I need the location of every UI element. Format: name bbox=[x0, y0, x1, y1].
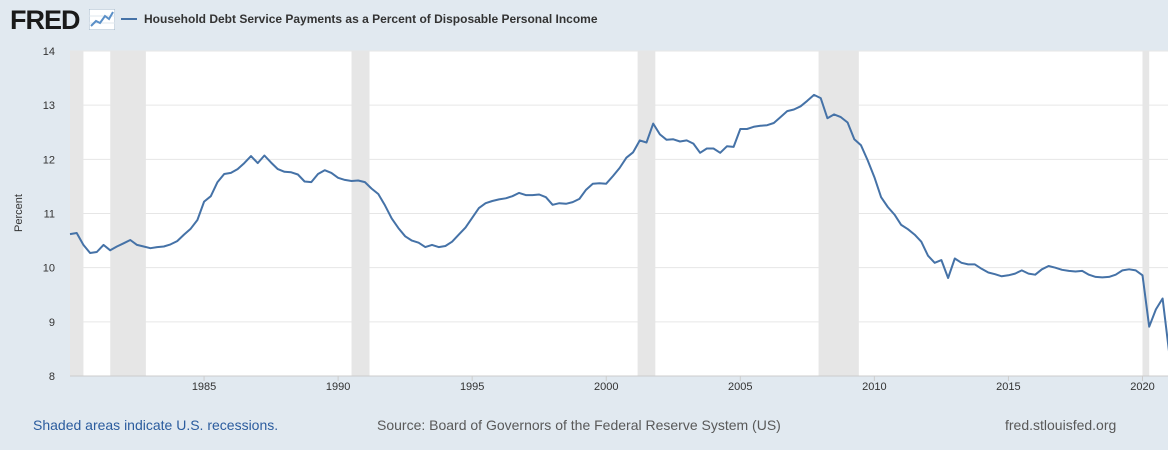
y-tick-label: 12 bbox=[43, 154, 55, 166]
fred-logo[interactable]: FRED bbox=[10, 5, 80, 35]
legend-swatch bbox=[121, 18, 137, 20]
legend-label: Household Debt Service Payments as a Per… bbox=[144, 12, 598, 26]
site-link[interactable]: fred.stlouisfed.org bbox=[1005, 417, 1117, 433]
x-tick-label: 2010 bbox=[862, 381, 886, 393]
series-line[interactable] bbox=[69, 93, 1168, 354]
y-tick-label: 9 bbox=[49, 317, 55, 329]
chart-legend[interactable]: Household Debt Service Payments as a Per… bbox=[121, 11, 598, 27]
recession-note-link[interactable]: Shaded areas indicate U.S. recessions. bbox=[33, 417, 279, 433]
x-tick-label: 2020 bbox=[1130, 381, 1154, 393]
data-series[interactable] bbox=[69, 93, 1168, 354]
y-tick-label: 13 bbox=[43, 100, 55, 112]
x-tick-label: 1985 bbox=[192, 381, 216, 393]
y-axis: 8 9 10 11 12 13 14 bbox=[43, 46, 55, 383]
x-tick-label: 2005 bbox=[728, 381, 752, 393]
x-axis: 1985 1990 1995 2000 2005 2010 2015 2020 bbox=[70, 375, 1168, 393]
y-tick-label: 14 bbox=[43, 46, 55, 58]
y-axis-label: Percent bbox=[13, 194, 25, 232]
chart-header: FRED Household Debt Service Payments as … bbox=[0, 0, 1168, 48]
x-tick-label: 2000 bbox=[594, 381, 618, 393]
x-tick-label: 1990 bbox=[326, 381, 350, 393]
x-tick-label: 2015 bbox=[996, 381, 1020, 393]
y-tick-label: 8 bbox=[49, 371, 55, 383]
y-tick-label: 11 bbox=[44, 209, 55, 221]
line-chart: 8 9 10 11 12 13 14 1985 1990 1995 2000 2005 2010 201… bbox=[13, 46, 1168, 393]
x-tick-label: 1995 bbox=[460, 381, 484, 393]
y-tick-label: 10 bbox=[43, 263, 55, 275]
source-text: Source: Board of Governors of the Federa… bbox=[377, 417, 781, 433]
trend-line-icon bbox=[89, 9, 115, 30]
